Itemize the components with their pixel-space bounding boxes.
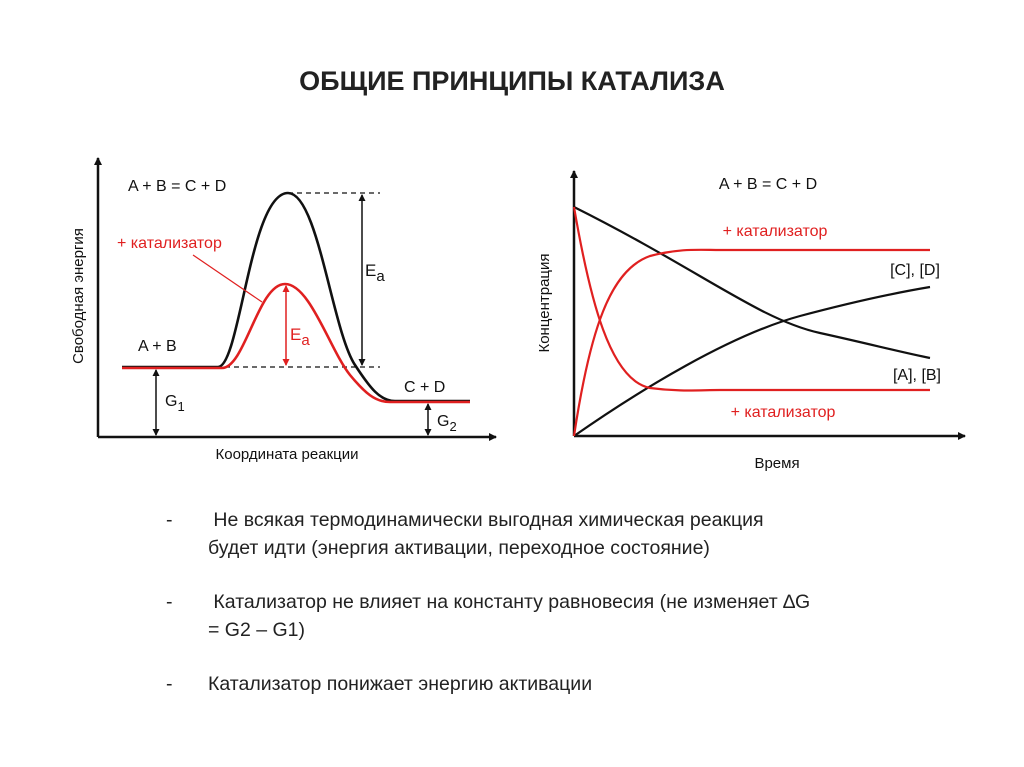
- bullet-list: - Не всякая термодинамически выгодная хи…: [166, 506, 866, 724]
- bullet-text: Не всякая термодинамически выгодная хими…: [208, 509, 770, 559]
- catalyst-label: + катализатор: [117, 235, 222, 252]
- catalyst-pointer: [192, 254, 263, 303]
- catalyst-label-bottom: + катализатор: [731, 404, 836, 421]
- y-axis-label: Концентрация: [536, 253, 553, 352]
- products-uncatalyzed-curve: [573, 285, 931, 437]
- catalyst-label-top: + катализатор: [723, 223, 828, 240]
- products-label: C + D: [404, 379, 445, 396]
- bullet-text: Катализатор не влияет на константу равно…: [208, 591, 816, 641]
- y-axis-label: Свободная энергия: [70, 228, 87, 364]
- bullet-dash: -: [166, 591, 173, 613]
- bullet-dash: -: [166, 673, 173, 695]
- products-label: [C], [D]: [890, 262, 940, 279]
- equation-label: A + B = C + D: [128, 178, 226, 195]
- g1-label: G1: [165, 393, 185, 414]
- bullet-dash: -: [166, 509, 173, 531]
- reactants-catalyzed-curve: [572, 206, 930, 392]
- uncatalyzed-curve: [122, 191, 470, 403]
- reactants-uncatalyzed-curve: [573, 206, 931, 360]
- x-axis-label: Время: [754, 455, 799, 472]
- reactants-label: A + B: [138, 338, 177, 355]
- bullet-item: - Не всякая термодинамически выгодная хи…: [166, 506, 866, 562]
- kinetics-diagram: A + B = C + D + катализатор [C], [D] [A]…: [536, 170, 966, 472]
- products-catalyzed-curve: [572, 248, 930, 437]
- equation-label: A + B = C + D: [719, 176, 817, 193]
- reactants-label: [A], [B]: [893, 367, 941, 384]
- bullet-item: - Катализатор понижает энергию активации: [166, 670, 866, 698]
- ea-catalyzed-label: Ea: [290, 325, 310, 349]
- ea-label: Ea: [365, 261, 385, 285]
- x-axis-label: Координата реакции: [216, 446, 359, 463]
- energy-diagram: A + B = C + D + катализатор A + B C + D …: [70, 157, 497, 463]
- page-title: ОБЩИЕ ПРИНЦИПЫ КАТАЛИЗА: [299, 66, 725, 96]
- g2-label: G2: [437, 413, 457, 434]
- bullet-item: - Катализатор не влияет на константу рав…: [166, 588, 866, 644]
- catalyzed-curve: [122, 282, 470, 404]
- bullet-text: Катализатор понижает энергию активации: [208, 673, 593, 695]
